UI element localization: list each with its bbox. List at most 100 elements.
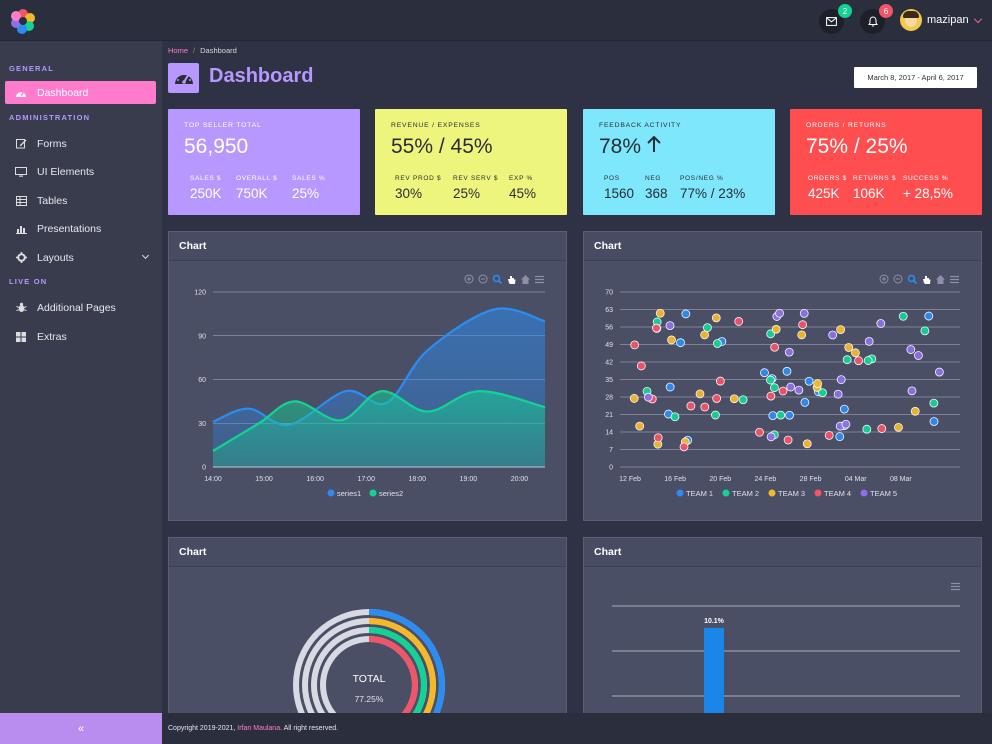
home-icon-shape [936,275,945,284]
messages-button[interactable]: 2 [819,4,852,34]
app-logo[interactable] [10,8,36,34]
x-tick-label: 14:00 [204,476,222,483]
x-tick-label: 04 Mar [845,476,867,483]
stat-breakdown-value: 1560 [604,186,635,201]
x-tick-label: 20 Feb [709,476,731,483]
pan-hand-icon[interactable] [508,276,516,284]
stat-breakdown-value: + 28,5% [903,186,953,201]
scatter-point [729,394,739,404]
stat-breakdown-item: REV SERV $ 25% [453,175,498,201]
magnifier-icon[interactable] [492,274,503,285]
breadcrumb-home-link[interactable]: Home [168,46,189,55]
x-tick-label: 20:00 [511,476,529,483]
scatter-point [766,375,775,385]
stat-value-text: 75% / 25% [806,135,908,158]
scatter-point [776,410,786,420]
scatter-point [686,401,696,411]
stat-breakdown-label: EXP % [509,175,533,182]
date-range-picker[interactable]: March 8, 2017 - April 6, 2017 [854,67,977,88]
copyright-suffix: . All right reserved. [280,725,339,732]
bar [704,627,724,714]
stat-label: TOP SELLER TOTAL [184,122,262,129]
sidebar-item-ui-elements[interactable]: UI Elements [5,160,156,183]
scatter-point [679,442,689,452]
author-link[interactable]: Irfan Maulana [237,725,281,732]
zoom-out-icon[interactable] [893,274,903,284]
stat-value: 75% / 25% [806,135,982,159]
zoom-out-icon-ring [893,274,903,284]
scatter-point [877,424,887,433]
y-tick-label: 7 [609,447,613,454]
home-icon[interactable] [936,275,945,284]
scatter-point [630,340,640,350]
radial-chart-card: Chart TOTAL 77.25% [168,537,567,714]
scatter-point [676,338,685,348]
stat-breakdown-value: 25% [453,186,481,201]
scatter-point [824,430,834,440]
menu-icon[interactable] [535,275,544,284]
legend-marker [814,489,822,497]
legend-marker [860,489,868,497]
scatter-point [929,398,939,408]
copyright-text: Copyright 2019-2021, [168,725,236,732]
sidebar-item-presentations[interactable]: Presentations [5,217,156,240]
stat-breakdown-item: ORDERS $ 425K [808,175,847,201]
mail-icon [826,17,837,26]
y-tick-label: 0 [609,465,613,472]
legend-label: series2 [379,489,403,498]
menu-icon[interactable] [951,582,960,591]
scatter-point [770,383,779,393]
stat-breakdown-value: 425K [808,186,840,201]
table-grid-icon [15,195,27,207]
scatter-point [712,394,722,403]
scatter-point [700,402,710,412]
sidebar-item-forms[interactable]: Forms [5,132,156,155]
y-tick-label: 56 [605,325,613,332]
zoom-out-icon[interactable] [478,274,488,284]
menu-icon[interactable] [950,275,959,284]
x-tick-label: 18:00 [409,476,427,483]
user-menu[interactable]: mazipan [900,9,982,31]
sidebar-item-label: Presentations [37,222,102,235]
zoom-in-icon[interactable] [464,274,474,284]
zoom-in-icon[interactable] [879,274,889,284]
stat-breakdown-item: SUCCESS % + 28,5% [903,175,953,201]
x-tick-label: 17:00 [357,476,375,483]
ring-arc [368,627,427,714]
scatter-point [836,325,846,335]
x-tick-label: 08 Mar [890,476,912,483]
scatter-point [797,330,807,340]
gear-icon [15,252,27,264]
stat-value-text: 55% / 45% [391,135,493,158]
scatter-point [863,356,873,365]
legend-label: series1 [337,489,361,498]
scatter-point [813,379,823,389]
sidebar-item-additional-pages[interactable]: Additional Pages [5,296,156,319]
card-title: Chart [584,538,981,567]
x-tick-label: 19:00 [460,476,478,483]
sidebar-item-layouts[interactable]: Layouts [5,246,156,269]
sidebar-collapse-button[interactable]: « [0,713,162,744]
center-value: 77.25% [355,694,384,704]
stat-breakdown-item: OVERALL $ 750K [236,175,277,201]
card-title: Chart [169,232,566,261]
scatter-point [636,361,646,371]
home-icon[interactable] [521,275,530,284]
x-tick-label: 16:00 [306,476,324,483]
series-line [212,390,546,452]
stat-card: ORDERS / RETURNS 75% / 25% ORDERS $ 425K RET… [790,109,982,215]
sidebar-item-label: Forms [37,137,67,150]
magnifier-icon[interactable] [907,274,918,285]
sidebar-item-tables[interactable]: Tables [5,189,156,212]
stat-breakdown-value: 106K [853,186,885,201]
stat-breakdown-value: 750K [236,186,268,201]
x-tick-label: 16 Feb [664,476,686,483]
sidebar-item-extras[interactable]: Extras [5,325,156,348]
stat-breakdown-value: 77% / 23% [680,186,746,201]
sidebar-item-dashboard[interactable]: Dashboard [5,81,156,104]
sidebar-item-label: Dashboard [37,86,89,99]
pan-hand-icon[interactable] [923,276,931,284]
scatter-point [738,395,748,405]
notifications-button[interactable]: 6 [860,4,893,34]
y-tick-label: 63 [605,307,613,314]
